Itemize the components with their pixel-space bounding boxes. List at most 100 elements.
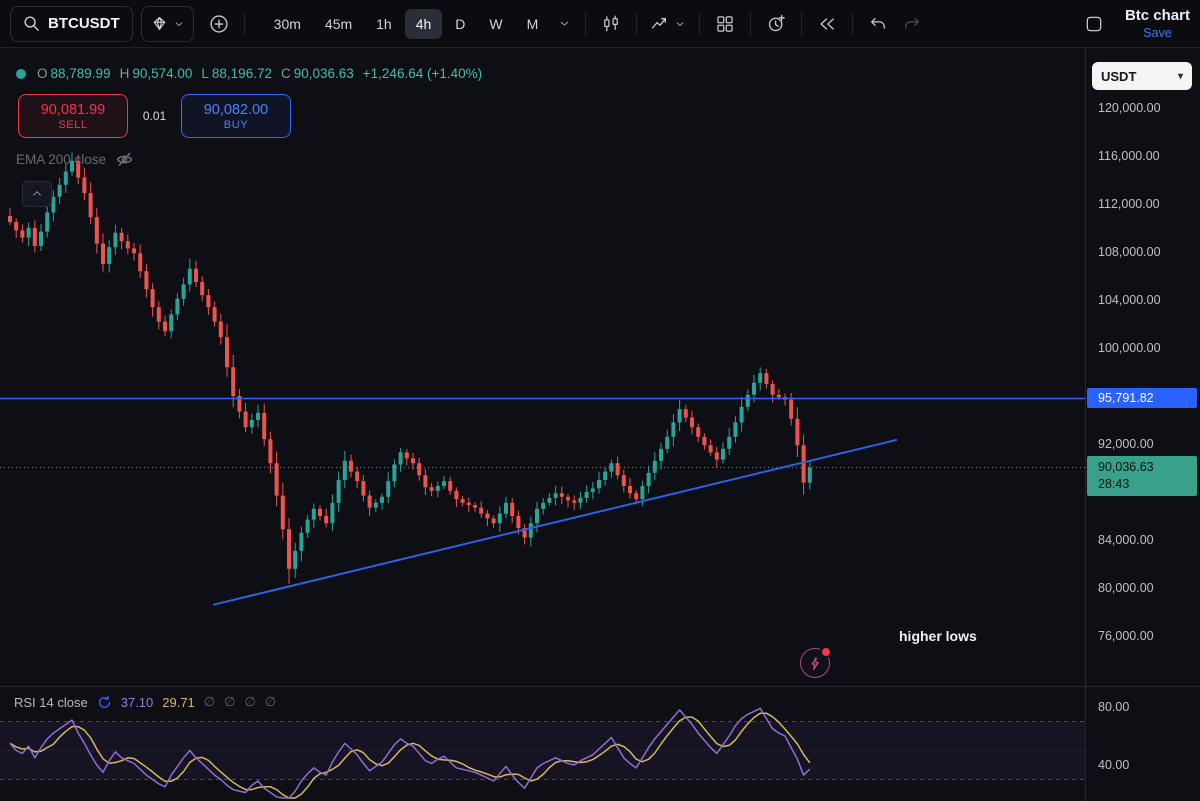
- layout-title[interactable]: Btc chart: [1124, 6, 1190, 24]
- rsi-ma-value: 29.71: [162, 694, 195, 710]
- ohlc-item-high: H 90,574.00: [119, 66, 193, 81]
- timeframe-button-45m[interactable]: 45m: [314, 9, 363, 39]
- rsi-band: [0, 721, 1085, 780]
- price-axis-label: 116,000.00: [1098, 149, 1160, 163]
- layout-title-block: Btc chart Save: [1125, 6, 1190, 42]
- plus-circle-icon: [210, 14, 228, 33]
- price-axis[interactable]: USDT ▾ 95,791.82 90,036.63 28:43 120,000…: [1085, 48, 1200, 801]
- sell-button[interactable]: 90,081.99 SELL: [18, 94, 128, 138]
- lightning-icon: [811, 656, 819, 670]
- collapse-panel-button[interactable]: [22, 181, 52, 207]
- timeframe-button-D[interactable]: D: [444, 9, 476, 39]
- timeframe-button-1h[interactable]: 1h: [365, 9, 403, 39]
- alert-button[interactable]: [759, 7, 793, 41]
- ema-label: EMA 200 close: [16, 152, 107, 167]
- ohlc-item-open: O 88,789.99: [37, 66, 111, 81]
- redo-icon: [905, 17, 920, 29]
- toolbar-right-group: Btc chart Save: [1077, 6, 1190, 42]
- symbol-name: BTCUSDT: [48, 15, 120, 32]
- candlestick-series: [8, 152, 812, 584]
- symbol-search-button[interactable]: BTCUSDT: [10, 5, 133, 42]
- rsi-empty-glyph: ∅: [203, 694, 216, 709]
- chart-annotation-higher-lows[interactable]: higher lows: [899, 628, 977, 644]
- alarm-clock-plus-icon: [768, 14, 785, 32]
- undo-button[interactable]: [861, 7, 895, 41]
- spread-value: 0.01: [142, 109, 167, 123]
- rsi-title: RSI 14 close: [14, 694, 88, 710]
- layout-grid-button[interactable]: [708, 7, 742, 41]
- timeframe-button-M[interactable]: M: [516, 9, 550, 39]
- price-axis-label: 104,000.00: [1098, 293, 1161, 307]
- rsi-empty-glyph: ∅: [224, 694, 236, 709]
- chevron-up-icon: [33, 191, 41, 196]
- ohlc-legend: O 88,789.99 H 90,574.00 L 88,196.72 C 90,036…: [16, 66, 482, 81]
- order-panel: 90,081.99 SELL 0.01 90,082.00 BUY: [18, 94, 291, 138]
- main-chart-svg[interactable]: [0, 48, 1085, 686]
- price-axis-label: 80,000.00: [1098, 581, 1154, 595]
- grid-icon: [717, 15, 734, 32]
- timeframe-group: 30m 45m 1h 4h D W M: [263, 8, 550, 39]
- pane-divider[interactable]: [0, 686, 1200, 687]
- buy-price: 90,082.00: [203, 101, 269, 118]
- toolbar-divider: [636, 11, 638, 36]
- change-value: +1,246.64 (+1.40%): [362, 66, 483, 81]
- price-axis-label: 100,000.00: [1098, 341, 1161, 355]
- undo-icon: [871, 17, 886, 29]
- rsi-value: 37.10: [120, 694, 154, 710]
- search-icon: [24, 16, 39, 31]
- compare-add-button[interactable]: [202, 7, 236, 41]
- fullscreen-button[interactable]: [1077, 7, 1111, 41]
- ohlc-item-low: L 88,196.72: [201, 66, 272, 81]
- current-price-value: 90,036.63: [1098, 459, 1154, 474]
- rsi-legend: RSI 14 close 37.10 29.71 ∅ ∅ ∅ ∅: [14, 694, 285, 710]
- chevron-down-icon: [175, 21, 183, 26]
- rsi-axis-label: 80.00: [1098, 700, 1130, 714]
- toolbar-divider: [852, 11, 854, 36]
- rsi-line: [9, 707, 811, 799]
- toolbar-divider: [585, 11, 587, 36]
- chart-area[interactable]: O 88,789.99 H 90,574.00 L 88,196.72 C 90,036…: [0, 48, 1200, 801]
- candle-countdown: 28:43: [1098, 476, 1130, 491]
- timeframe-button-30m[interactable]: 30m: [263, 9, 312, 39]
- price-axis-label: 76,000.00: [1098, 629, 1154, 643]
- rsi-empty-values: ∅ ∅ ∅ ∅: [204, 694, 285, 710]
- toolbar-divider: [750, 11, 752, 36]
- ema-indicator-legend: EMA 200 close: [16, 151, 133, 168]
- chevron-down-icon: [560, 21, 568, 26]
- save-button[interactable]: Save: [1143, 26, 1172, 41]
- current-price-badge: 90,036.63 28:43: [1087, 455, 1197, 496]
- broker-selector-button[interactable]: [140, 5, 194, 42]
- timeframe-button-4h[interactable]: 4h: [404, 8, 443, 39]
- buy-label: BUY: [223, 118, 249, 131]
- indicators-icon: [652, 18, 667, 29]
- ohlc-item-close: C 90,036.63: [280, 66, 354, 81]
- rsi-empty-glyph: ∅: [264, 694, 277, 709]
- timeframe-button-W[interactable]: W: [478, 9, 513, 39]
- toolbar-divider: [243, 11, 245, 36]
- bar-replay-button[interactable]: [810, 7, 844, 41]
- eye-off-icon[interactable]: [116, 151, 133, 168]
- rewind-icon: [820, 17, 835, 30]
- candlestick-icon: [604, 14, 619, 31]
- indicators-button[interactable]: [645, 7, 691, 41]
- currency-value: USDT: [1101, 68, 1137, 84]
- price-axis-label: 92,000.00: [1098, 437, 1154, 451]
- rsi-empty-glyph: ∅: [244, 694, 256, 709]
- price-axis-label: 108,000.00: [1098, 245, 1161, 259]
- buy-button[interactable]: 90,082.00 BUY: [181, 94, 291, 138]
- frame-icon: [1086, 16, 1102, 31]
- rsi-axis-label: 40.00: [1098, 758, 1130, 772]
- series-color-dot: [16, 68, 26, 79]
- currency-select[interactable]: USDT ▾: [1092, 62, 1192, 90]
- chevron-down-icon: [676, 21, 684, 26]
- chart-style-button[interactable]: [594, 7, 628, 41]
- toolbar: BTCUSDT 30m 45m 1h 4h D W M: [0, 0, 1200, 48]
- refresh-icon[interactable]: [97, 695, 112, 710]
- quick-action-button[interactable]: [800, 646, 832, 678]
- timeframe-menu-button[interactable]: [551, 7, 577, 41]
- notification-dot: [820, 646, 832, 658]
- rsi-pane-svg[interactable]: [0, 686, 1085, 801]
- diamond-icon: [153, 16, 165, 31]
- trendline: [212, 438, 898, 606]
- redo-button[interactable]: [895, 7, 929, 41]
